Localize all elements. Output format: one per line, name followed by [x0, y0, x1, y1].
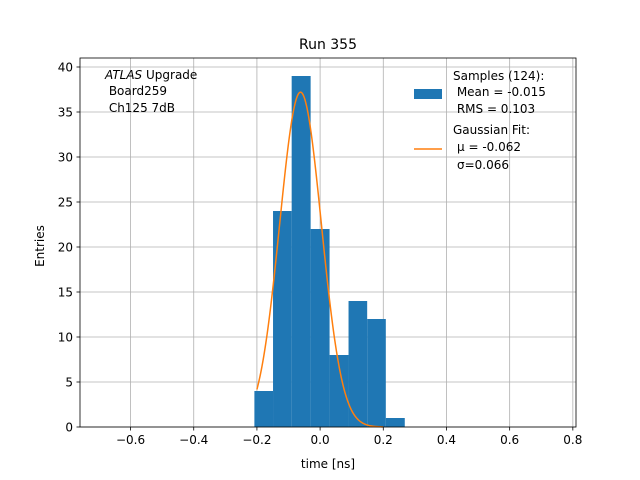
x-tick-label: −0.2	[242, 433, 271, 447]
x-tick-label: −0.4	[179, 433, 208, 447]
legend-fit-line2: μ = -0.062	[457, 140, 521, 154]
gaussian-fit-line	[256, 91, 384, 428]
y-tick-label: 40	[58, 60, 73, 74]
x-tick-label: 0.8	[563, 433, 582, 447]
y-tick-label: 35	[58, 105, 73, 119]
y-tick-label: 20	[58, 240, 73, 254]
legend-fit-line1: Gaussian Fit:	[453, 123, 530, 137]
y-axis-ticks: 0 5 10 15 20 25 30 35 40	[58, 60, 80, 434]
histogram-bar	[329, 355, 349, 427]
x-axis-label: time [ns]	[301, 457, 355, 471]
y-tick-label: 15	[58, 285, 73, 299]
histogram-bar	[310, 229, 330, 427]
x-tick-label: −0.6	[116, 433, 145, 447]
x-tick-label: 0.6	[500, 433, 519, 447]
histogram-bar	[273, 211, 292, 427]
y-axis-label: Entries	[33, 225, 47, 267]
annotation-line2: Board259	[105, 84, 167, 98]
legend-fit-line3: σ=0.066	[457, 158, 509, 172]
histogram-bar	[291, 76, 311, 427]
x-tick-label: 0.0	[311, 433, 330, 447]
x-tick-label: 0.2	[374, 433, 393, 447]
histogram-bar	[385, 418, 405, 427]
svg-text:ATLAS Upgrade: ATLAS Upgrade	[104, 68, 197, 82]
x-tick-label: 0.4	[437, 433, 456, 447]
histogram-bars	[254, 76, 405, 427]
legend: Samples (124): Mean = -0.015 RMS = 0.103…	[414, 69, 546, 172]
histogram-bar	[367, 319, 386, 427]
histogram-bar	[348, 301, 368, 427]
y-tick-label: 10	[58, 330, 73, 344]
annotation-line1-rest: Upgrade	[142, 68, 197, 82]
legend-samples-swatch	[414, 89, 442, 99]
y-tick-label: 5	[65, 375, 73, 389]
legend-samples-line2: Mean = -0.015	[453, 85, 546, 99]
gaussian-fit	[256, 91, 384, 428]
y-tick-label: 0	[65, 420, 73, 434]
chart-title: Run 355	[299, 37, 357, 53]
x-axis-ticks: −0.6 −0.4 −0.2 0.0 0.2 0.4 0.6 0.8	[116, 427, 582, 447]
histogram-bar	[254, 391, 274, 427]
atlas-annotation: ATLAS Upgrade Board259 Ch125 7dB	[104, 68, 197, 115]
annotation-line3: Ch125 7dB	[105, 101, 175, 115]
y-tick-label: 30	[58, 150, 73, 164]
legend-samples-line3: RMS = 0.103	[453, 102, 535, 116]
y-tick-label: 25	[58, 195, 73, 209]
legend-samples-line1: Samples (124):	[453, 69, 544, 83]
annotation-italic: ATLAS	[104, 68, 143, 82]
plot-frame	[79, 57, 577, 428]
